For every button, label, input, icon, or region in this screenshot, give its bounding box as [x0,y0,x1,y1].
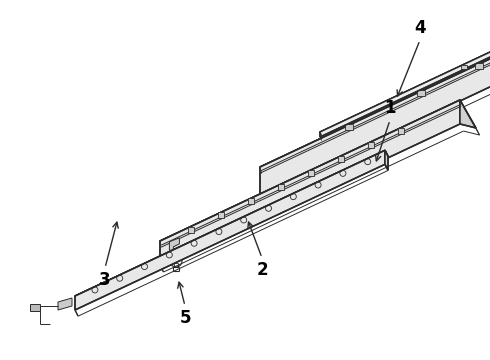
Polygon shape [278,184,284,190]
Polygon shape [460,100,476,128]
Polygon shape [385,150,388,171]
Polygon shape [248,198,254,204]
Text: 1: 1 [384,99,396,117]
Polygon shape [461,64,467,68]
Polygon shape [320,10,490,135]
Text: 4: 4 [414,19,426,37]
Polygon shape [219,212,224,219]
Polygon shape [75,150,385,310]
Polygon shape [260,31,490,173]
Polygon shape [417,90,425,96]
Polygon shape [160,100,464,248]
Polygon shape [368,142,374,148]
Polygon shape [320,10,490,137]
Polygon shape [75,150,388,302]
Polygon shape [170,238,179,252]
Polygon shape [475,63,483,69]
Polygon shape [188,226,195,233]
Polygon shape [344,124,352,130]
Polygon shape [58,298,72,310]
Polygon shape [398,128,404,134]
Polygon shape [338,156,344,162]
Text: 3: 3 [99,271,111,289]
Polygon shape [260,31,490,195]
Text: 5: 5 [179,309,191,327]
Text: 2: 2 [256,261,268,279]
Polygon shape [308,170,314,176]
Polygon shape [160,100,460,265]
Polygon shape [30,304,40,311]
